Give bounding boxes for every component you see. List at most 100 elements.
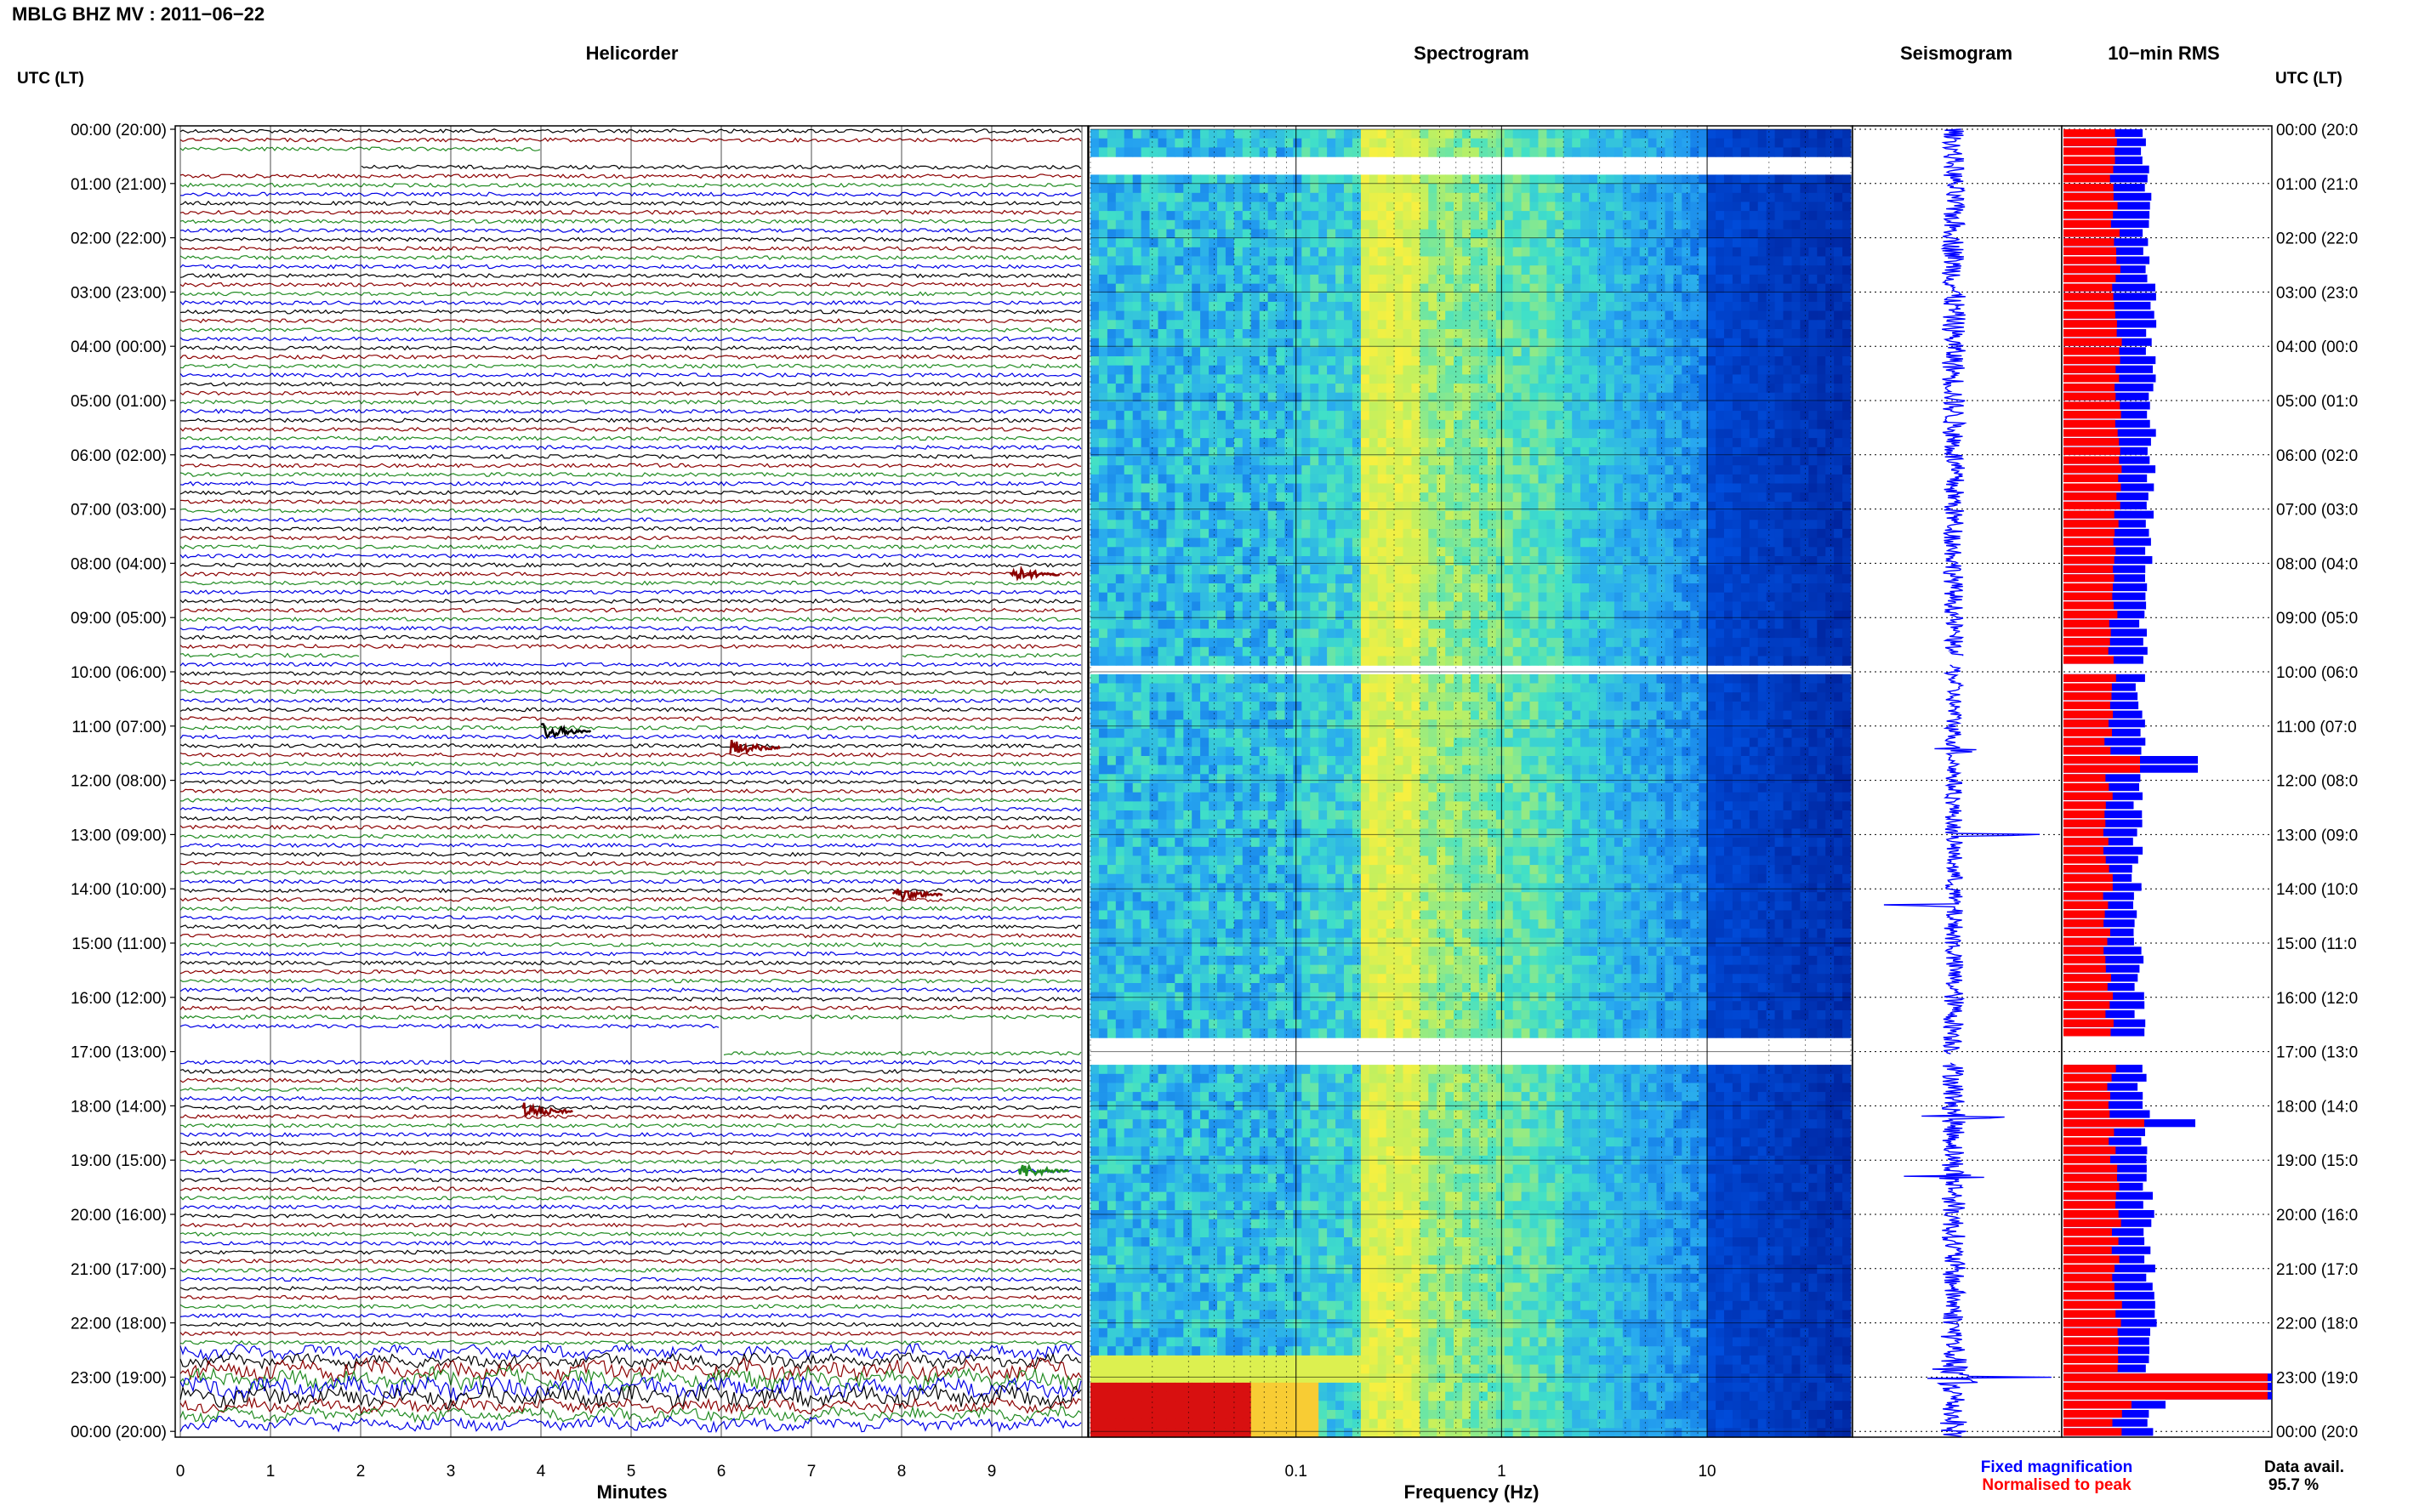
spectrogram-cell <box>1580 301 1590 312</box>
spectrogram-cell <box>1318 392 1328 402</box>
spectrogram-cell <box>1808 510 1818 520</box>
spectrogram-cell <box>1175 565 1184 575</box>
spectrogram-cell <box>1115 347 1125 357</box>
spectrogram-cell <box>1808 283 1818 293</box>
spectrogram-cell <box>1580 411 1590 421</box>
spectrogram-cell <box>1276 174 1285 185</box>
spectrogram-cell <box>1487 429 1497 439</box>
spectrogram-cell <box>1538 401 1547 412</box>
spectrogram-cell <box>1141 174 1151 185</box>
spectrogram-cell <box>1318 510 1328 520</box>
spectrogram-cell <box>1605 411 1615 421</box>
spectrogram-cell <box>1716 483 1725 493</box>
spectrogram-cell <box>1842 265 1852 276</box>
spectrogram-cell <box>1471 438 1480 448</box>
spectrogram-cell <box>1555 574 1564 584</box>
spectrogram-cell <box>1740 619 1750 630</box>
spectrogram-cell <box>1529 446 1539 458</box>
spectrogram-cell <box>1149 556 1158 566</box>
spectrogram-cell <box>1546 429 1556 439</box>
spectrogram-cell <box>1580 129 1590 139</box>
spectrogram-cell <box>1394 184 1404 194</box>
spectrogram-cell <box>1115 283 1125 293</box>
spectrogram-cell <box>1149 456 1158 466</box>
spectrogram-cell <box>1495 184 1505 194</box>
spectrogram-cell <box>1335 592 1345 602</box>
spectrogram-cell <box>1757 574 1767 584</box>
spectrogram-cell <box>1842 211 1852 221</box>
spectrogram-cell <box>1808 492 1818 503</box>
spectrogram-cell <box>1614 411 1624 421</box>
spectrogram-cell <box>1233 301 1244 312</box>
spectrogram-cell <box>1209 229 1218 239</box>
spectrogram-cell <box>1605 547 1615 557</box>
spectrogram-cell <box>1335 601 1345 611</box>
spectrogram-cell <box>1428 138 1437 148</box>
spectrogram-cell <box>1529 611 1539 621</box>
spectrogram-cell <box>1580 356 1590 367</box>
spectrogram-cell <box>1259 492 1269 503</box>
spectrogram-cell <box>1437 184 1446 194</box>
spectrogram-cell <box>1563 392 1573 402</box>
spectrogram-cell <box>1673 474 1682 485</box>
spectrogram-cell <box>1656 147 1665 157</box>
spectrogram-cell <box>1800 537 1809 548</box>
spectrogram-cell <box>1529 556 1539 566</box>
spectrogram-cell <box>1648 537 1658 548</box>
spectrogram-cell <box>1115 174 1125 185</box>
spectrogram-cell <box>1175 592 1184 602</box>
spectrogram-cell <box>1437 411 1446 421</box>
spectrogram-cell <box>1369 583 1379 594</box>
spectrogram-cell <box>1394 310 1404 321</box>
spectrogram-cell <box>1327 411 1336 421</box>
spectrogram-cell <box>1538 583 1547 594</box>
spectrogram-cell <box>1284 338 1294 348</box>
spectrogram-cell <box>1495 419 1505 430</box>
spectrogram-cell <box>1394 474 1404 485</box>
spectrogram-cell <box>1420 184 1429 194</box>
spectrogram-cell <box>1842 438 1852 448</box>
spectrogram-cell <box>1639 520 1649 530</box>
spectrogram-cell <box>1293 565 1302 575</box>
spectrogram-cell <box>1842 256 1852 266</box>
spectrogram-cell <box>1411 510 1420 520</box>
spectrogram-cell <box>1631 392 1641 402</box>
spectrogram-cell <box>1580 184 1590 194</box>
spectrogram-cell <box>1563 129 1573 139</box>
spectrogram-cell <box>1242 547 1252 557</box>
spectrogram-cell <box>1369 347 1379 357</box>
spectrogram-cell <box>1124 520 1134 530</box>
spectrogram-cell <box>1757 356 1767 367</box>
spectrogram-cell <box>1428 365 1437 375</box>
spectrogram-cell <box>1183 356 1192 367</box>
spectrogram-cell <box>1538 520 1547 530</box>
spectrogram-cell <box>1757 184 1767 194</box>
spectrogram-cell <box>1200 147 1210 157</box>
spectrogram-cell <box>1589 556 1598 566</box>
spectrogram-cell <box>1394 601 1404 611</box>
spectrogram-cell <box>1842 528 1852 539</box>
spectrogram-cell <box>1563 465 1573 475</box>
spectrogram-cell <box>1572 301 1581 312</box>
spectrogram-cell <box>1538 510 1547 520</box>
spectrogram-cell <box>1631 411 1641 421</box>
spectrogram-cell <box>1107 229 1117 239</box>
spectrogram-cell <box>1665 138 1674 148</box>
spectrogram-cell <box>1327 419 1336 430</box>
spectrogram-cell <box>1842 310 1852 321</box>
spectrogram-cell <box>1546 456 1556 466</box>
spectrogram-cell <box>1825 456 1835 466</box>
spectrogram-cell <box>1682 492 1691 503</box>
spectrogram-cell <box>1572 438 1581 448</box>
spectrogram-cell <box>1639 219 1649 230</box>
spectrogram-cell <box>1529 283 1539 293</box>
spectrogram-cell <box>1318 520 1328 530</box>
spectrogram-cell <box>1538 293 1547 303</box>
spectrogram-cell <box>1107 483 1117 493</box>
spectrogram-cell <box>1132 129 1142 139</box>
spectrogram-cell <box>1200 537 1210 548</box>
spectrogram-cell <box>1250 374 1261 384</box>
spectrogram-cell <box>1766 583 1776 594</box>
spectrogram-cell <box>1360 510 1370 520</box>
spectrogram-cell <box>1589 274 1598 285</box>
